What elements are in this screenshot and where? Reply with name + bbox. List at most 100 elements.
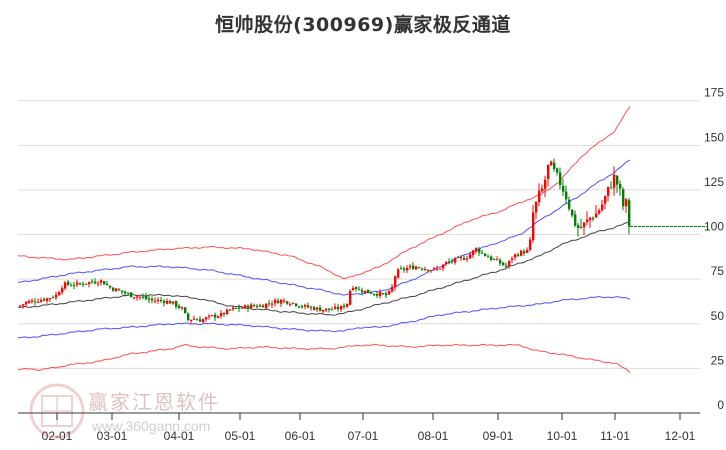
candle bbox=[256, 306, 259, 308]
candle bbox=[517, 254, 520, 256]
candle bbox=[313, 307, 316, 310]
candle bbox=[514, 254, 517, 258]
candle bbox=[478, 248, 481, 253]
candle bbox=[538, 190, 541, 203]
candle bbox=[346, 303, 349, 307]
candle bbox=[265, 303, 268, 309]
candle bbox=[493, 259, 496, 261]
candle bbox=[583, 222, 586, 228]
candle bbox=[520, 250, 523, 256]
candle bbox=[331, 309, 334, 311]
candle bbox=[31, 300, 34, 302]
grid-lines bbox=[18, 100, 700, 369]
candle bbox=[385, 293, 388, 296]
candle bbox=[454, 257, 457, 263]
candle bbox=[73, 284, 76, 286]
candle bbox=[589, 217, 592, 221]
candle bbox=[61, 288, 64, 293]
candle bbox=[193, 318, 196, 320]
candle bbox=[244, 305, 247, 309]
candle bbox=[139, 296, 142, 298]
watermark-url: www.360gann.com bbox=[92, 418, 211, 434]
candle bbox=[607, 186, 610, 196]
candle bbox=[112, 287, 115, 291]
candle bbox=[208, 315, 211, 317]
candle bbox=[388, 290, 391, 295]
candle bbox=[25, 301, 28, 305]
candle bbox=[298, 306, 301, 308]
candle bbox=[499, 260, 502, 264]
candle bbox=[403, 268, 406, 270]
candle bbox=[67, 281, 70, 285]
candle bbox=[580, 226, 583, 228]
candle bbox=[52, 297, 55, 299]
candle bbox=[424, 268, 427, 271]
candle bbox=[379, 292, 382, 297]
candle bbox=[292, 302, 295, 304]
candle bbox=[397, 269, 400, 278]
candle bbox=[376, 294, 379, 296]
candle bbox=[541, 188, 544, 192]
y-axis-labels: 0 25 50 75 100 125 150 175 bbox=[704, 86, 724, 412]
candle bbox=[172, 301, 175, 304]
x-tick-label: 07-01 bbox=[348, 429, 379, 443]
candle bbox=[28, 301, 31, 303]
candle bbox=[82, 283, 85, 285]
candle bbox=[373, 293, 376, 295]
candle bbox=[505, 265, 508, 267]
candle bbox=[151, 298, 154, 301]
y-tick-label: 75 bbox=[711, 264, 725, 278]
candle bbox=[205, 317, 208, 320]
candle bbox=[490, 256, 493, 260]
candle bbox=[481, 252, 484, 254]
x-tick-label: 04-01 bbox=[164, 429, 195, 443]
candle bbox=[49, 298, 52, 300]
candle bbox=[115, 288, 118, 292]
candle bbox=[253, 305, 256, 307]
candle bbox=[79, 283, 82, 285]
candle bbox=[169, 300, 172, 304]
chart-title: 恒帅股份(300969)赢家极反通道 bbox=[215, 14, 511, 36]
candle bbox=[337, 306, 340, 310]
candle bbox=[280, 299, 283, 304]
y-tick-label: 175 bbox=[704, 86, 724, 100]
candle bbox=[451, 260, 454, 262]
candle bbox=[562, 186, 565, 192]
candle bbox=[274, 300, 277, 304]
candle bbox=[322, 309, 325, 312]
y-tick-label: 100 bbox=[704, 220, 724, 234]
candle bbox=[484, 253, 487, 256]
candle bbox=[187, 313, 190, 320]
candle bbox=[127, 292, 130, 294]
candle bbox=[319, 307, 322, 312]
candle bbox=[211, 315, 214, 317]
candle bbox=[565, 191, 568, 200]
candle bbox=[271, 303, 274, 305]
candle bbox=[463, 257, 466, 260]
x-tick-label: 02-01 bbox=[42, 429, 73, 443]
candle bbox=[259, 305, 262, 307]
candle bbox=[202, 319, 205, 323]
candle bbox=[142, 296, 145, 298]
candle bbox=[535, 202, 538, 213]
candle bbox=[19, 305, 22, 307]
x-tick-label: 09-01 bbox=[483, 429, 514, 443]
candle bbox=[85, 283, 88, 285]
candle bbox=[316, 307, 319, 310]
candle bbox=[268, 303, 271, 305]
candle bbox=[97, 283, 100, 285]
candle bbox=[502, 262, 505, 266]
candle bbox=[556, 168, 559, 173]
candle bbox=[628, 200, 631, 227]
band-upper_outer bbox=[17, 106, 631, 280]
candle bbox=[349, 290, 352, 305]
x-tick-label: 03-01 bbox=[97, 429, 128, 443]
candle bbox=[469, 254, 472, 259]
candle bbox=[325, 308, 328, 311]
candle bbox=[496, 259, 499, 261]
candle bbox=[226, 309, 229, 315]
candle bbox=[619, 183, 622, 189]
candle bbox=[130, 292, 133, 298]
candle bbox=[370, 292, 373, 294]
candle bbox=[427, 269, 430, 271]
